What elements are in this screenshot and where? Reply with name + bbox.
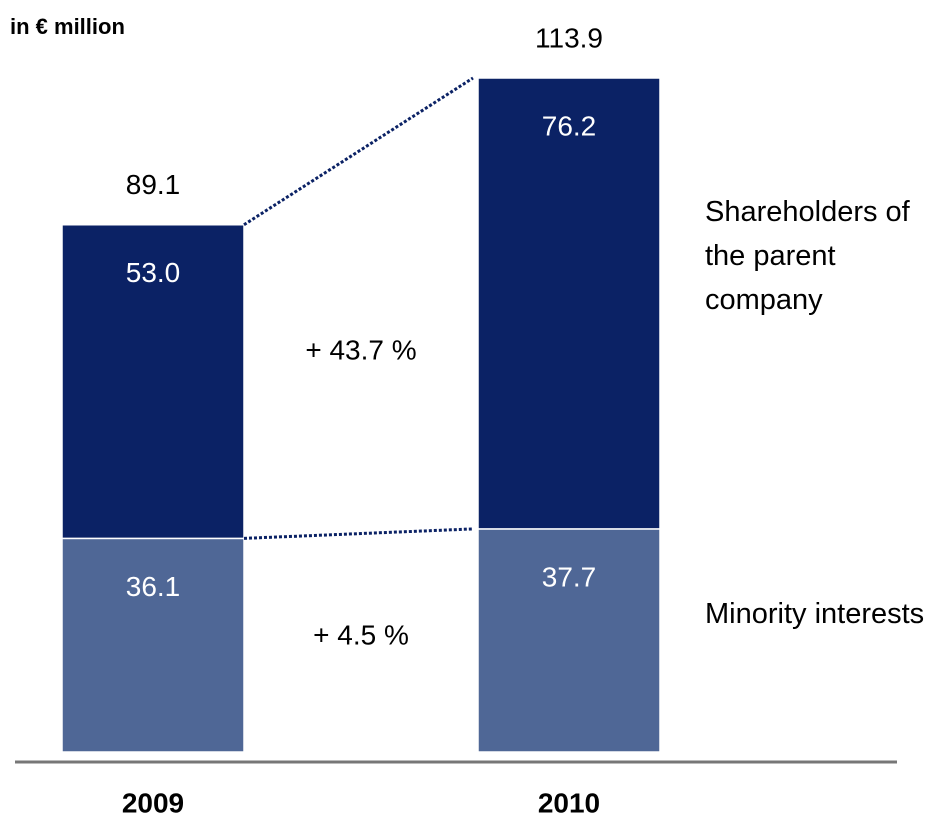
value-label: 36.1 [126, 571, 181, 602]
bar-segment [61, 224, 245, 540]
growth-annotation: + 43.7 % [305, 334, 416, 365]
value-label: 37.7 [542, 561, 597, 592]
legend-entry: Minority interests [705, 598, 925, 630]
total-label: 113.9 [535, 22, 603, 53]
x-tick-label: 2009 [122, 787, 184, 818]
total-label: 89.1 [126, 169, 181, 200]
value-label: 53.0 [126, 257, 181, 288]
unit-label: in € million [10, 14, 125, 39]
bar-segment [477, 528, 661, 753]
bar-segment [61, 537, 245, 753]
x-tick-label: 2010 [538, 787, 600, 818]
connector [243, 76, 474, 227]
bar-segment [477, 77, 661, 530]
value-label: 76.2 [542, 110, 597, 141]
connector [243, 527, 474, 540]
growth-annotation: + 4.5 % [313, 619, 409, 650]
legend-entry: Shareholders of the parent company [705, 196, 910, 316]
